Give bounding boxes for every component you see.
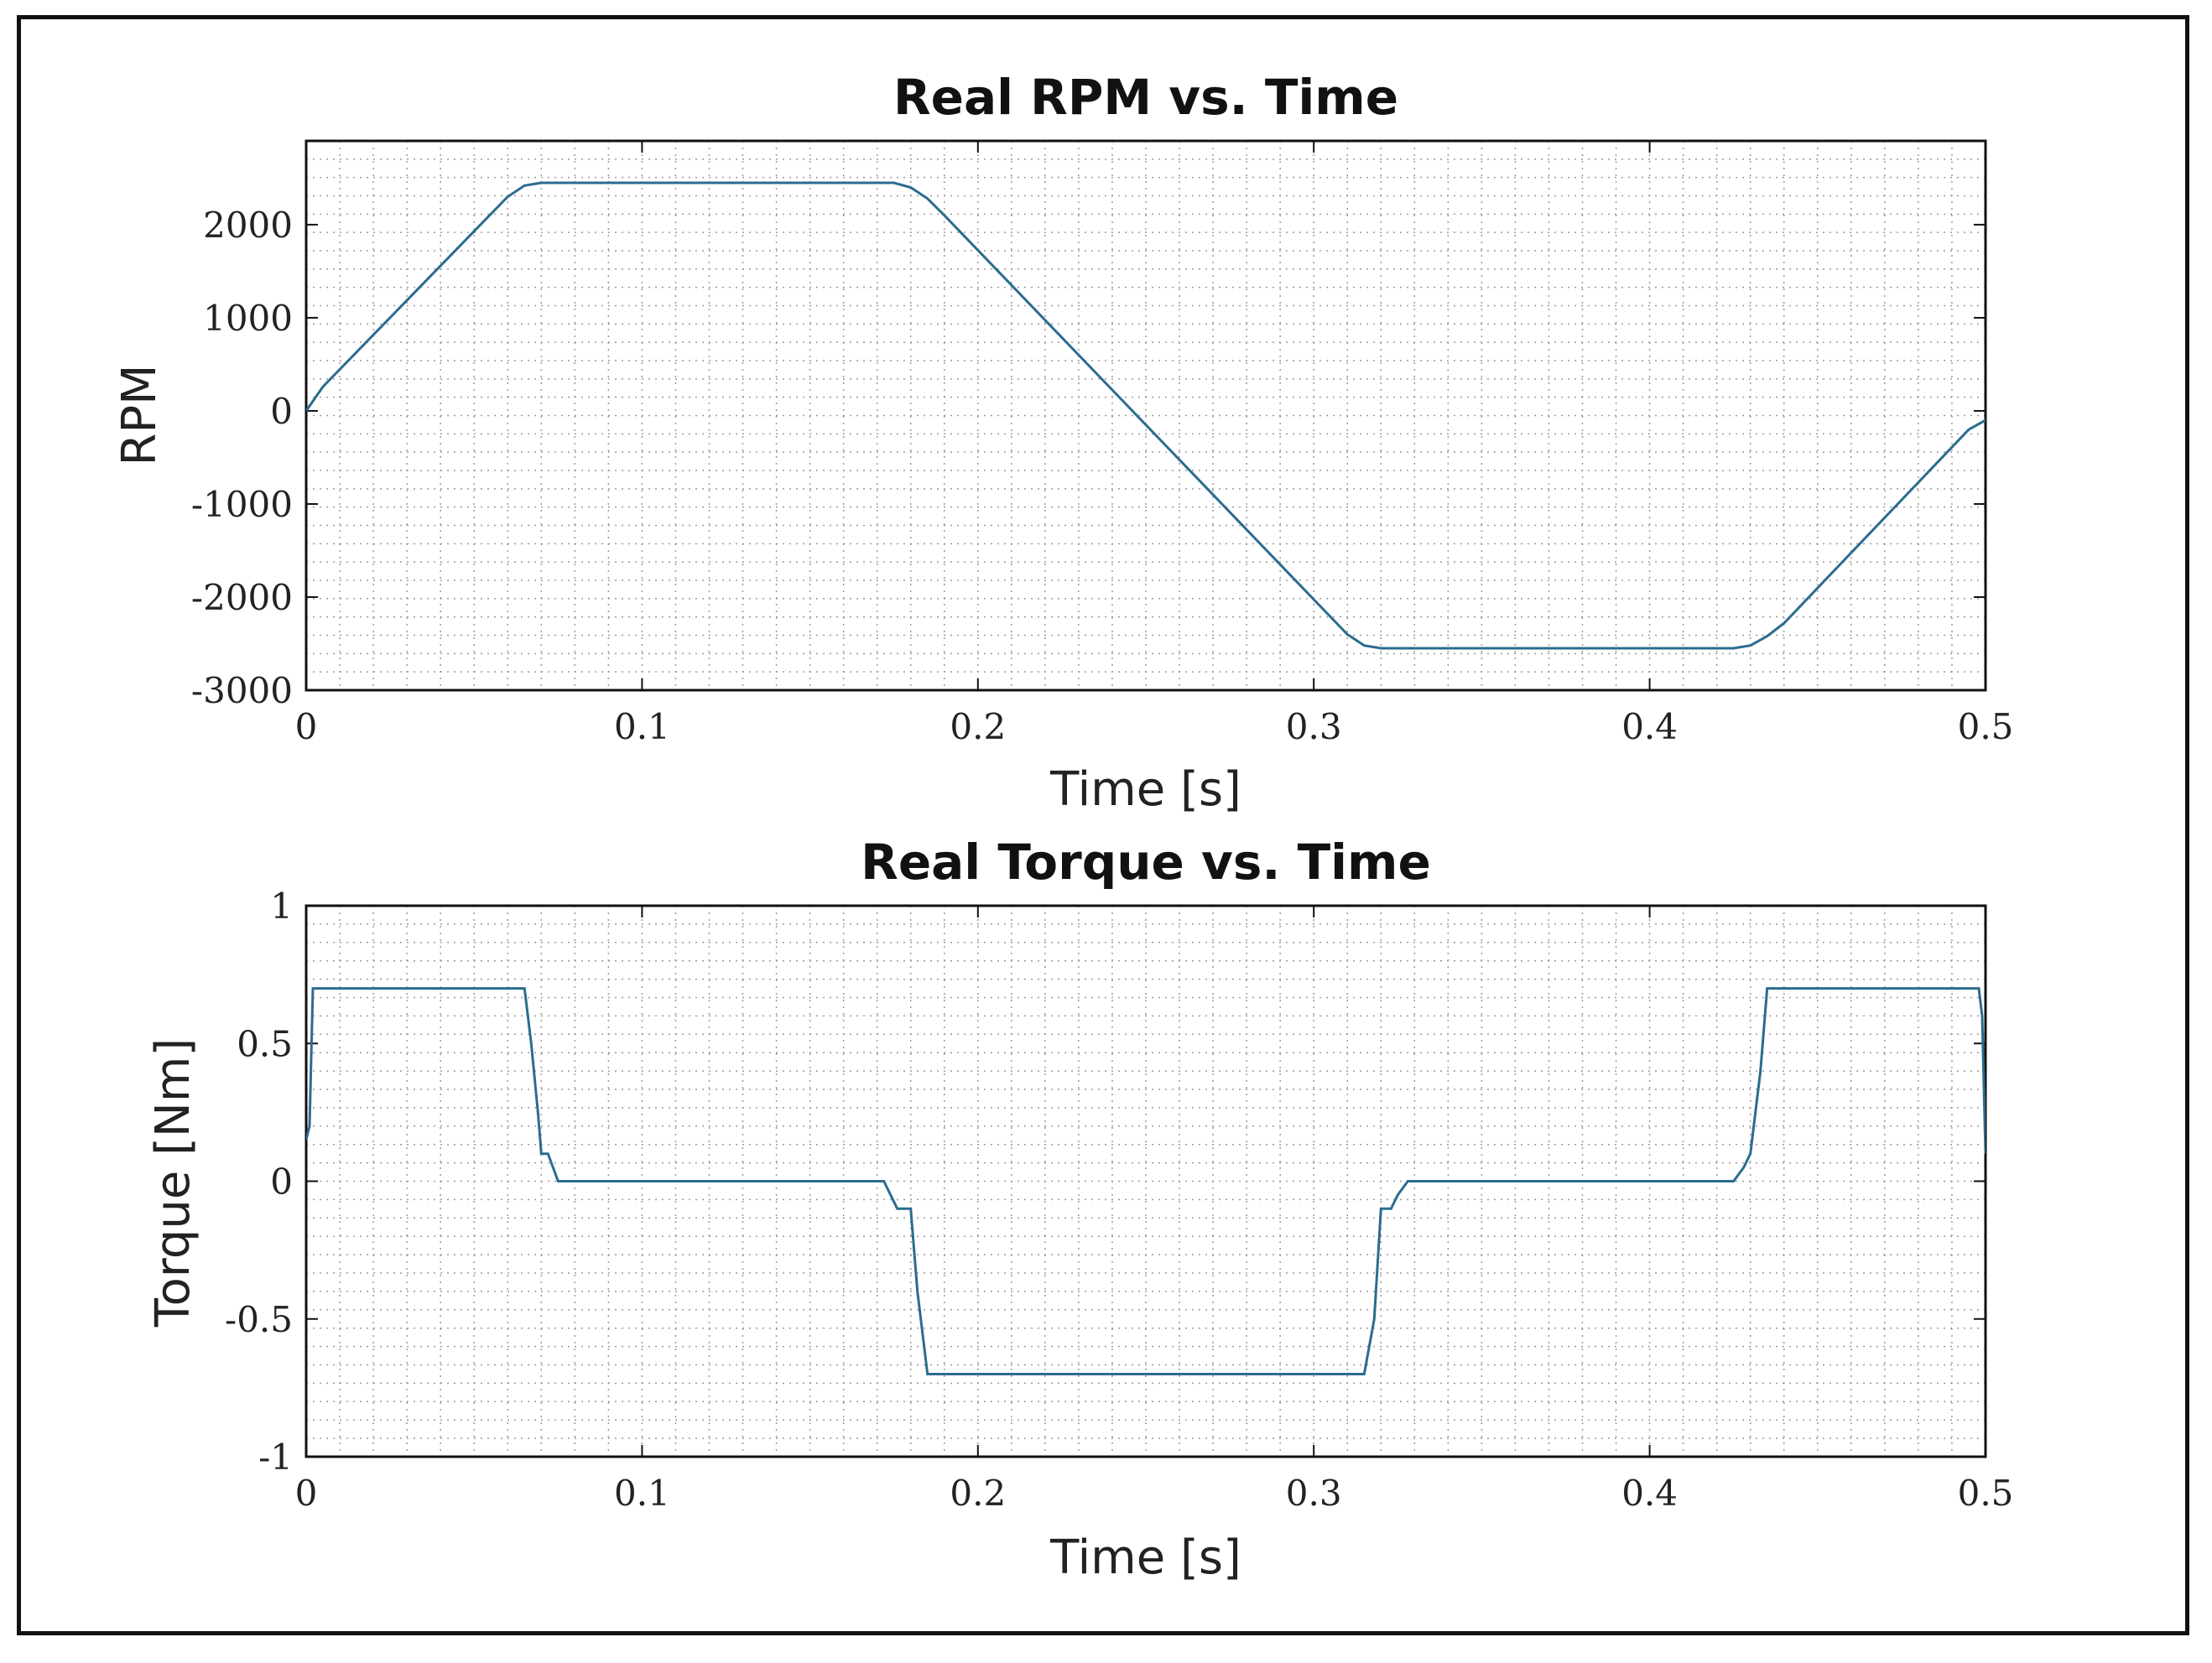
torque-xtick-label: 0.1: [614, 1473, 670, 1514]
torque-chart-ylabel: Torque [Nm]: [146, 1038, 200, 1328]
rpm-chart-ticks: 0 0.1 0.2 0.3 0.4 0.5 2000 1000 0 -1000 -2000 -3000: [191, 141, 2013, 747]
rpm-xtick-label: 0.5: [1958, 706, 2014, 747]
torque-xtick-label: 0.2: [950, 1473, 1006, 1514]
torque-ytick-label: 1: [270, 886, 293, 927]
torque-ytick-label: -0.5: [225, 1299, 293, 1340]
rpm-chart-plot-area: [304, 139, 1987, 692]
rpm-ytick-label: -2000: [191, 577, 293, 618]
rpm-chart-ylabel: RPM: [112, 365, 167, 466]
rpm-ytick-label: 1000: [203, 298, 293, 339]
rpm-xtick-label: 0: [295, 706, 318, 747]
rpm-xtick-label: 0.1: [614, 706, 670, 747]
torque-chart-xlabel: Time [s]: [1049, 1530, 1241, 1585]
figure-frame: [17, 15, 2189, 1635]
torque-chart-ticks: 0 0.1 0.2 0.3 0.4 0.5 1 0.5 0 -0.5 -1: [225, 886, 2013, 1514]
rpm-chart-title: Real RPM vs. Time: [893, 69, 1398, 126]
torque-ytick-label: -1: [258, 1437, 293, 1478]
rpm-chart-grid: [306, 141, 1986, 690]
torque-chart-grid: [306, 906, 1986, 1457]
torque-ytick-label: 0: [270, 1162, 293, 1203]
rpm-chart: Real RPM vs. Time 0 0.1 0.2 0.3 0.4 0.5 2000 10…: [112, 69, 2013, 817]
torque-ytick-label: 0.5: [237, 1023, 293, 1064]
rpm-ytick-label: -1000: [191, 484, 293, 525]
rpm-xtick-label: 0.4: [1621, 706, 1678, 747]
torque-chart-title: Real Torque vs. Time: [861, 834, 1431, 891]
torque-xtick-label: 0.3: [1286, 1473, 1342, 1514]
rpm-ytick-label: 2000: [203, 205, 293, 246]
rpm-series-line: [306, 181, 1986, 650]
rpm-ytick-label: -3000: [191, 670, 293, 711]
torque-xtick-label: 0.4: [1621, 1473, 1678, 1514]
rpm-chart-xlabel: Time [s]: [1049, 762, 1241, 817]
rpm-xtick-label: 0.2: [950, 706, 1006, 747]
rpm-ytick-label: 0: [270, 391, 293, 432]
torque-chart: Real Torque vs. Time 0 0.1 0.2 0.3 0.4 0.5 1 0.…: [146, 834, 2013, 1585]
rpm-xtick-label: 0.3: [1286, 706, 1342, 747]
torque-series-line: [306, 987, 1986, 1375]
torque-xtick-label: 0: [295, 1473, 318, 1514]
torque-xtick-label: 0.5: [1958, 1473, 2014, 1514]
